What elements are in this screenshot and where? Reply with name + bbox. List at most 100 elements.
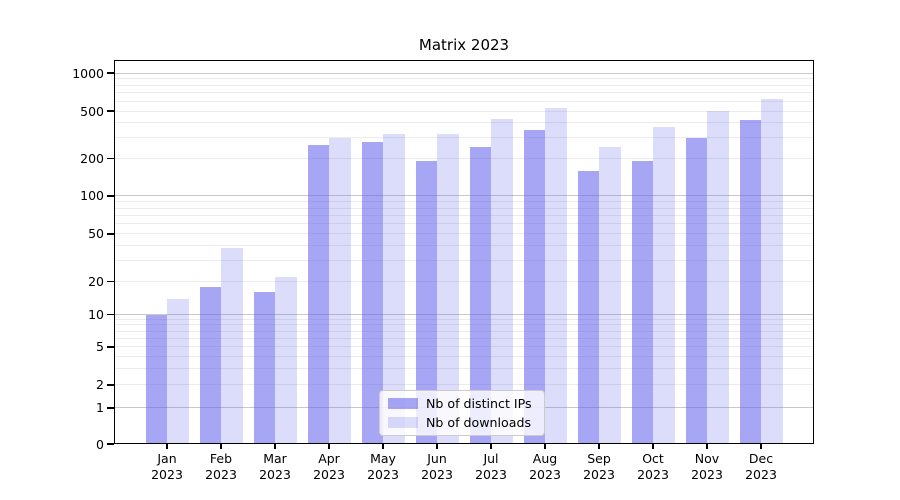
x-tick-year: 2023 (745, 466, 777, 482)
x-tick-label: Oct 2023 (625, 451, 681, 482)
x-tick-month: Feb (209, 451, 233, 466)
bar-downloads (653, 126, 675, 444)
x-tick-label: Feb 2023 (193, 451, 249, 482)
y-tick-label: 500 (80, 103, 104, 119)
major-gridline (114, 314, 814, 316)
x-tick-month: Jan (157, 451, 177, 466)
x-tick-month: Apr (318, 451, 340, 466)
y-tick-label: 2 (96, 377, 104, 393)
x-tick-year: 2023 (367, 466, 399, 482)
x-tick-month: Jun (427, 451, 447, 466)
x-tick-label: Nov 2023 (679, 451, 735, 482)
x-tick-month: Aug (532, 451, 558, 466)
minor-gridline (114, 92, 814, 94)
x-tick-month: Nov (694, 451, 720, 466)
x-tick-mark (382, 444, 384, 449)
minor-gridline (114, 84, 814, 86)
y-tick-label: 5 (96, 339, 104, 355)
minor-gridline (114, 110, 814, 112)
x-tick-label: Aug 2023 (517, 451, 573, 482)
bar-distinct-ips (739, 120, 761, 444)
minor-gridline (114, 215, 814, 216)
bar-downloads (275, 276, 297, 444)
chart-title: Matrix 2023 (418, 36, 510, 54)
minor-gridline (114, 330, 814, 332)
minor-gridline (114, 245, 814, 247)
y-tick-label: 100 (80, 188, 104, 204)
y-tick-mark (107, 72, 114, 74)
y-tick-mark (107, 110, 114, 112)
bar-distinct-ips (577, 170, 599, 444)
plot-area (114, 60, 814, 444)
y-tick-label: 0 (96, 436, 104, 452)
y-tick-mark (107, 313, 114, 316)
x-tick-year: 2023 (637, 466, 669, 482)
minor-gridline (114, 207, 814, 209)
x-tick-year: 2023 (583, 466, 615, 482)
x-tick-label: Jun 2023 (409, 451, 465, 482)
y-tick-mark (107, 443, 114, 445)
minor-gridline (114, 158, 814, 160)
x-tick-month: Jul (483, 451, 499, 466)
y-tick-label: 200 (80, 151, 104, 167)
minor-gridline (114, 233, 814, 235)
x-tick-mark (274, 444, 276, 449)
x-tick-year: 2023 (313, 466, 345, 482)
legend-label-distinct-ips: Nb of distinct IPs (426, 396, 532, 411)
bar-distinct-ips (415, 161, 437, 444)
y-tick-label: 20 (88, 274, 104, 290)
minor-gridline (114, 367, 814, 369)
minor-gridline (114, 260, 814, 261)
y-tick-label: 10 (88, 307, 104, 323)
x-tick-month: May (370, 451, 396, 466)
minor-gridline (114, 346, 814, 348)
x-tick-month: Dec (748, 451, 774, 466)
x-tick-mark (166, 444, 168, 449)
x-tick-label: Dec 2023 (733, 451, 789, 482)
minor-gridline (114, 122, 814, 124)
minor-gridline (114, 355, 814, 357)
y-tick-mark (107, 157, 114, 160)
minor-gridline (114, 319, 814, 320)
legend-swatch-downloads (388, 417, 418, 428)
bar-distinct-ips (685, 137, 707, 444)
bar-downloads (599, 147, 621, 444)
x-tick-label: Jan 2023 (139, 451, 195, 482)
legend-label-downloads: Nb of downloads (426, 415, 532, 430)
x-tick-mark (598, 444, 600, 449)
bar-downloads (545, 107, 567, 444)
bar-downloads (437, 134, 459, 444)
x-tick-mark (436, 444, 438, 449)
x-tick-mark (220, 444, 222, 449)
x-tick-label: Jul 2023 (463, 451, 519, 482)
minor-gridline (114, 384, 814, 386)
y-tick-mark (107, 407, 114, 409)
minor-gridline (114, 281, 814, 283)
y-tick-label: 1000 (72, 65, 104, 81)
x-tick-month: Sep (587, 451, 611, 466)
x-tick-year: 2023 (691, 466, 723, 482)
x-tick-label: May 2023 (355, 451, 411, 482)
major-gridline (114, 72, 814, 74)
x-tick-mark (328, 444, 330, 449)
x-tick-label: Apr 2023 (301, 451, 357, 482)
legend-swatch-distinct-ips (388, 398, 418, 409)
bar-distinct-ips (253, 292, 275, 444)
x-tick-year: 2023 (421, 466, 453, 482)
y-tick-label: 1 (96, 400, 104, 416)
x-tick-month: Oct (642, 451, 664, 466)
x-tick-mark (544, 444, 546, 449)
minor-gridline (114, 337, 814, 339)
y-tick-mark (107, 346, 114, 348)
x-tick-mark (706, 444, 708, 449)
minor-gridline (114, 100, 814, 102)
bar-distinct-ips (631, 161, 653, 444)
legend-row-distinct-ips: Nb of distinct IPs (388, 396, 536, 411)
bar-downloads (707, 111, 729, 444)
minor-gridline (114, 324, 814, 326)
y-tick-label: 50 (88, 226, 104, 242)
x-tick-year: 2023 (529, 466, 561, 482)
x-tick-label: Mar 2023 (247, 451, 303, 482)
bar-downloads (167, 298, 189, 444)
